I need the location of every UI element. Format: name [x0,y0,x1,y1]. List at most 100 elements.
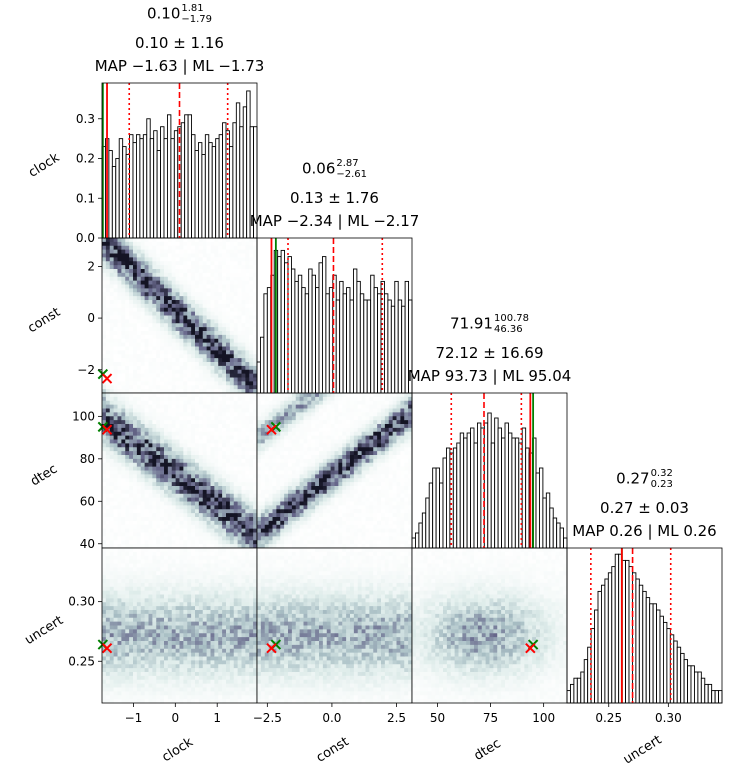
density-cell [307,528,312,533]
density-cell [102,551,107,557]
density-cell [179,501,184,506]
density-cell [226,377,231,382]
density-cell [102,594,107,599]
density-cell [195,451,200,456]
density-cell [148,540,153,545]
density-cell [233,276,239,282]
density-cell [214,544,219,549]
density-cell [381,528,386,533]
density-cell [183,257,188,262]
density-cell [202,331,208,336]
density-cell [160,524,165,530]
density-cell [109,668,115,673]
density-cell [136,393,142,398]
density-cell [117,458,122,464]
density-cell [144,272,149,278]
density-cell [319,408,324,413]
density-cell [206,466,211,471]
density-cell [342,474,347,479]
density-cell [152,470,157,475]
density-cell [260,393,266,398]
density-cell [202,493,208,499]
density-cell [191,311,196,316]
density-cell [218,478,223,483]
density-cell [241,362,246,367]
density-cell [388,482,394,487]
density-cell [136,528,142,533]
density-cell [179,505,184,510]
density-cell [171,315,177,320]
density-cell [404,427,409,433]
density-cell [369,482,374,487]
density-cell [144,524,149,530]
density-cell [167,493,173,499]
density-cell [241,455,246,460]
density-cell [369,400,374,406]
density-cell [121,412,126,417]
density-cell [357,404,363,409]
density-cell [152,400,157,406]
density-cell [195,396,200,402]
density-cell [206,257,211,262]
density-cell [113,637,118,642]
density-cell [198,408,204,413]
density-cell [350,474,355,479]
density-cell [334,532,339,537]
density-cell [326,509,332,514]
density-cell [129,269,134,274]
density-cell [326,513,332,518]
density-cell [226,346,231,351]
density-cell [164,458,169,464]
density-cell [241,412,246,417]
density-cell [144,412,149,417]
density-cell [210,505,215,510]
density-cell [233,365,239,371]
density-cell [125,327,130,332]
density-cell [218,385,223,390]
density-cell [226,288,231,293]
density-cell [377,493,382,499]
density-cell [133,482,138,487]
density-cell [284,435,289,440]
density-cell [396,501,401,506]
density-cell [303,470,308,475]
density-cell [105,489,111,495]
density-cell [175,470,180,475]
density-cell [117,478,122,483]
density-cell [113,249,118,254]
density-cell [121,296,126,301]
density-cell [187,493,192,499]
density-cell [113,292,118,297]
density-cell [257,404,262,409]
density-cell [408,416,413,421]
density-cell [195,520,200,526]
density-cell [133,447,138,452]
density-cell [171,458,177,464]
density-cell [144,385,149,390]
density-cell [164,478,169,483]
density-cell [144,396,149,402]
density-cell [214,303,219,309]
density-cell [222,280,227,285]
density-cell [195,381,200,386]
density-cell [326,412,332,417]
density-cell [191,269,196,274]
density-cell [198,520,204,526]
density-cell [268,439,273,444]
density-cell [241,462,246,468]
density-cell [288,513,293,518]
density-cell [129,466,134,471]
density-cell [253,501,258,506]
density-cell [233,443,239,448]
density-cell [105,253,111,258]
density-cell [102,443,107,448]
density-cell [140,478,146,483]
density-cell [206,462,211,468]
density-cell [299,532,304,537]
density-cell [280,478,285,483]
density-cell [350,396,355,402]
density-cell [183,300,188,305]
density-cell [249,455,254,460]
density-cell [125,455,130,460]
density-cell [222,396,227,402]
